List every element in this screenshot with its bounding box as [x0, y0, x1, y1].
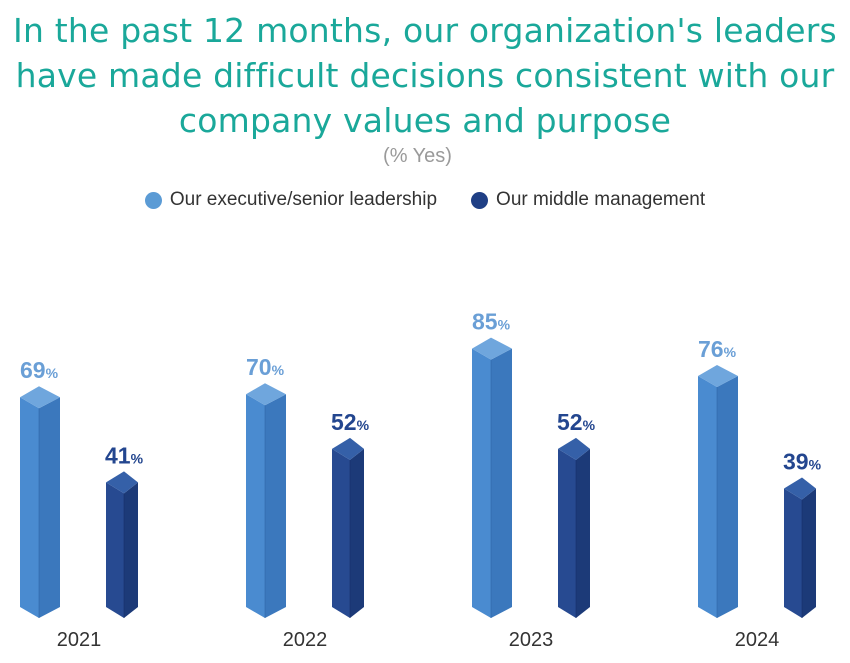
bar-2022-s1: [332, 437, 364, 618]
bar-2024-s0: [698, 364, 738, 618]
bar-front-face: [784, 488, 802, 618]
bar-front-face: [106, 482, 124, 618]
bar-side-face: [265, 394, 286, 618]
data-label-2023-s1: 52%: [557, 409, 596, 435]
data-label-2024-s1: 39%: [783, 448, 822, 474]
data-label-2023-s0: 85%: [472, 309, 511, 335]
bar-front-face: [472, 348, 491, 618]
data-label-2021-s1: 41%: [105, 442, 144, 468]
bar-side-face: [717, 375, 738, 618]
bar-2024-s1: [784, 477, 816, 618]
bar-top-face: [20, 386, 60, 409]
bar-top-face: [784, 477, 816, 500]
bar-top-face: [698, 364, 738, 387]
data-label-2021-s0: 69%: [20, 357, 59, 383]
data-label-2022-s0: 70%: [246, 354, 285, 380]
bar-top-face: [332, 437, 364, 460]
data-label-2022-s1: 52%: [331, 409, 370, 435]
bar-side-face: [576, 448, 590, 618]
legend-item-middle: Our middle management: [471, 189, 705, 211]
bar-top-face: [246, 383, 286, 406]
bar-side-face: [802, 488, 816, 618]
bar-front-face: [558, 448, 576, 618]
legend-swatch-middle: [471, 191, 489, 209]
chart-title-line-2: have made difficult decisions consistent…: [15, 56, 835, 95]
data-label-2024-s0: 76%: [698, 336, 737, 362]
bar-2023-s0: [472, 337, 512, 618]
chart-title-line-3: company values and purpose: [178, 101, 672, 140]
bar-top-face: [558, 437, 590, 460]
bar-top-face: [472, 337, 512, 360]
legend-label-executive: Our executive/senior leadership: [169, 189, 438, 210]
bar-front-face: [246, 394, 265, 618]
bar-front-face: [332, 448, 350, 618]
legend-label-middle: Our middle management: [496, 189, 706, 210]
bar-2021-s0: [20, 386, 60, 618]
bar-front-face: [698, 375, 717, 618]
legend-swatch-executive: [144, 191, 162, 209]
bar-2023-s1: [558, 437, 590, 618]
bar-front-face: [20, 397, 39, 618]
bar-side-face: [491, 348, 512, 618]
chart-title-line-1: In the past 12 months, our organization'…: [13, 11, 837, 50]
bar-2022-s0: [246, 383, 286, 618]
bar-side-face: [39, 397, 60, 618]
chart-subtitle: (% Yes): [383, 145, 452, 167]
bar-top-face: [106, 471, 138, 494]
x-tick-label-2024: 2024: [735, 629, 780, 651]
chart-title: In the past 12 months, our organization'…: [0, 8, 850, 143]
x-tick-label-2022: 2022: [283, 629, 328, 651]
bar-2021-s1: [106, 471, 138, 618]
legend-item-executive: Our executive/senior leadership: [144, 189, 438, 211]
x-tick-label-2021: 2021: [57, 629, 102, 651]
bar-side-face: [350, 448, 364, 618]
x-tick-label-2023: 2023: [509, 629, 554, 651]
chart-legend: Our executive/senior leadership Our midd…: [0, 189, 850, 211]
bar-side-face: [124, 482, 138, 618]
